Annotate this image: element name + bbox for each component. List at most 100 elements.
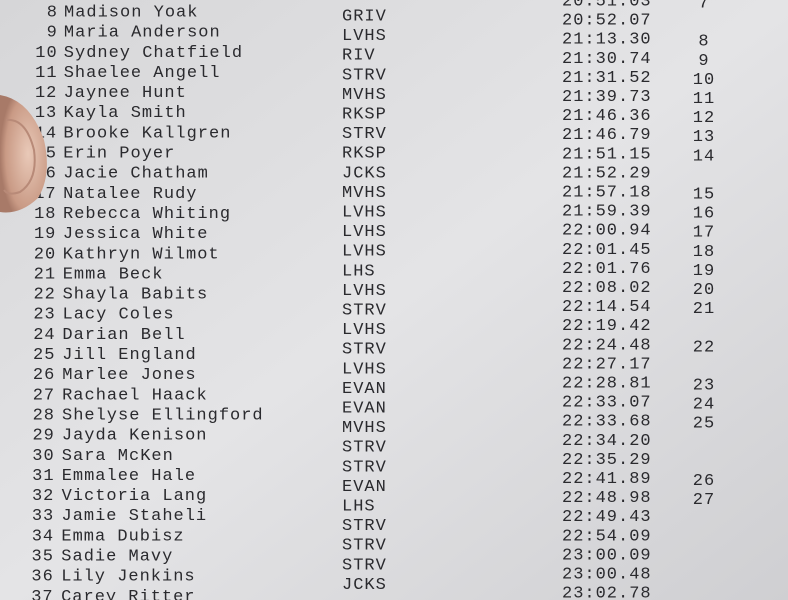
athlete-name: Victoria Lang — [62, 487, 208, 506]
place: 22 — [33, 286, 55, 305]
place: 31 — [32, 467, 54, 486]
athlete-name: Carey Ritter — [61, 588, 195, 600]
athlete-name: Lily Jenkins — [61, 568, 195, 587]
time: 23:00.09 — [562, 546, 652, 565]
time: 21:52.29 — [562, 164, 652, 183]
place: 24 — [33, 326, 55, 345]
place: 10 — [35, 44, 57, 63]
team: LHS — [342, 497, 376, 516]
athlete-name: Lacy Coles — [63, 306, 175, 325]
team: STRV — [342, 125, 387, 144]
team: RKSP — [342, 105, 387, 124]
team-score: 10 — [693, 71, 715, 90]
athlete-name: Jaynee Hunt — [64, 84, 187, 103]
team: LVHS — [342, 27, 387, 46]
team-score: 8 — [698, 33, 709, 52]
athlete-name: Madison Yoak — [64, 3, 198, 22]
time: 22:14.54 — [562, 298, 652, 317]
time: 22:35.29 — [562, 451, 652, 470]
athlete-name: Kathryn Wilmot — [63, 245, 220, 264]
team: EVAN — [342, 478, 387, 497]
place: 8 — [47, 3, 58, 22]
team-score: 16 — [693, 205, 715, 224]
time: 22:41.89 — [562, 470, 652, 489]
team: EVAN — [342, 380, 387, 399]
time: 22:49.43 — [562, 508, 652, 527]
athlete-name: Rebecca Whiting — [63, 205, 231, 224]
team-score: 13 — [693, 128, 715, 147]
time: 21:46.79 — [562, 126, 652, 145]
athlete-name: Maria Anderson — [64, 24, 221, 43]
place: 11 — [35, 64, 57, 83]
athlete-name: Kayla Smith — [64, 104, 187, 123]
time: 22:27.17 — [562, 355, 652, 374]
athlete-name: Shaelee Angell — [64, 64, 221, 83]
team: RIV — [342, 47, 376, 66]
team: LVHS — [342, 243, 387, 262]
time: 21:31.52 — [562, 69, 652, 88]
time: 22:08.02 — [562, 279, 652, 298]
team: LVHS — [342, 282, 387, 301]
athlete-name: Jacie Chatham — [63, 165, 209, 184]
place: 19 — [34, 225, 56, 244]
time: 21:39.73 — [562, 88, 652, 107]
team: MVHS — [342, 86, 387, 105]
time: 22:00.94 — [562, 222, 652, 241]
team: LVHS — [342, 321, 387, 340]
time: 21:30.74 — [562, 50, 652, 69]
team-score: 24 — [693, 396, 715, 415]
time: 22:19.42 — [562, 317, 652, 336]
team-score: 23 — [693, 376, 715, 395]
athlete-name: Darian Bell — [62, 326, 185, 345]
team-score: 27 — [693, 491, 715, 510]
athlete-name: Erin Poyer — [63, 145, 175, 164]
athlete-name: Emmalee Hale — [62, 467, 196, 486]
team: STRV — [342, 439, 387, 458]
time: 22:54.09 — [562, 527, 652, 546]
place: 26 — [33, 366, 55, 385]
time: 22:28.81 — [562, 374, 652, 393]
athlete-name: Marlee Jones — [62, 366, 196, 385]
team-score: 22 — [693, 338, 715, 357]
time: 20:52.07 — [562, 12, 652, 31]
team: LVHS — [342, 223, 387, 242]
team: MVHS — [342, 419, 387, 438]
athlete-name: Sydney Chatfield — [64, 44, 243, 63]
team: LHS — [342, 262, 376, 281]
athlete-name: Jayda Kenison — [62, 427, 208, 446]
team-score: 17 — [693, 224, 715, 243]
team: STRV — [342, 517, 387, 536]
team: EVAN — [342, 399, 387, 418]
place: 32 — [32, 487, 54, 506]
time: 21:57.18 — [562, 183, 652, 202]
place: 20 — [34, 245, 56, 264]
time: 21:51.15 — [562, 145, 652, 164]
place: 27 — [33, 386, 55, 405]
team-score: 9 — [698, 52, 709, 71]
place: 36 — [31, 568, 53, 587]
athlete-name: Sadie Mavy — [61, 548, 173, 567]
time: 22:01.45 — [562, 241, 652, 260]
team: STRV — [342, 458, 387, 477]
athlete-name: Jill England — [62, 346, 196, 365]
team: STRV — [342, 341, 387, 360]
time: 22:33.68 — [562, 413, 652, 432]
team-score: 7 — [698, 0, 709, 13]
time: 20:51.03 — [562, 0, 652, 11]
place: 29 — [32, 427, 54, 446]
fingernail — [3, 118, 36, 195]
team-score: 18 — [693, 243, 715, 262]
team: JCKS — [342, 576, 387, 595]
place: 13 — [35, 104, 57, 123]
team-score: 25 — [693, 415, 715, 434]
athlete-name: Emma Dubisz — [61, 527, 184, 546]
place: 12 — [35, 84, 57, 103]
place: 37 — [31, 588, 53, 600]
team: STRV — [342, 66, 387, 85]
place: 9 — [47, 24, 58, 43]
time: 22:48.98 — [562, 489, 652, 508]
team-score: 19 — [693, 262, 715, 281]
team: LVHS — [342, 360, 387, 379]
athlete-name: Sara McKen — [62, 447, 174, 466]
